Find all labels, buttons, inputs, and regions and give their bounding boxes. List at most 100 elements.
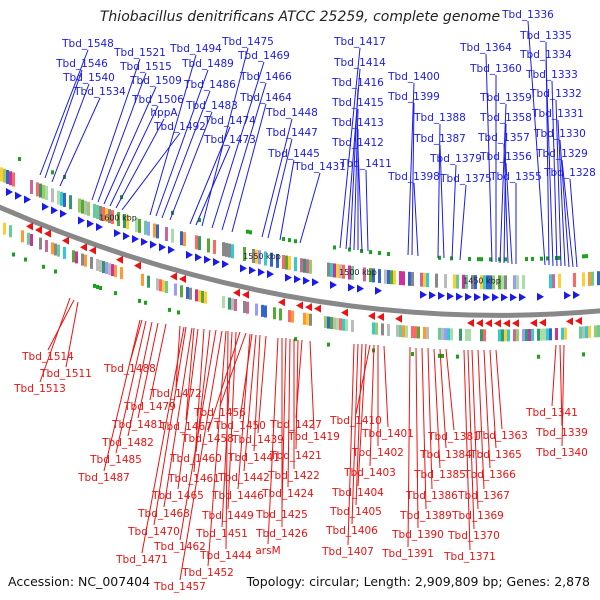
forward-gene-label: Tbd_1360 (469, 63, 522, 75)
gc-marker (537, 354, 540, 359)
forward-gene-arrow (303, 276, 310, 285)
reverse-gene-label: Tbd_1458 (181, 433, 234, 445)
reverse-category-block (375, 322, 378, 335)
reverse-gene-label: Tbd_1511 (39, 368, 92, 380)
reverse-gene-line (219, 332, 247, 407)
forward-gene-line (169, 111, 213, 221)
gc-marker (96, 284, 99, 289)
gc-marker (468, 256, 471, 261)
reverse-category-block (57, 244, 60, 257)
forward-gene-line (261, 118, 293, 238)
forward-gene-label: Tbd_1332 (529, 88, 582, 100)
gc-marker (477, 257, 480, 262)
forward-category-block (363, 267, 366, 282)
forward-category-block (108, 209, 111, 224)
forward-gene-label: Tbd_1400 (387, 71, 440, 83)
forward-category-block (474, 275, 477, 290)
reverse-gene-line (433, 348, 441, 469)
forward-gene-arrow (294, 275, 301, 284)
forward-category-block (387, 269, 390, 284)
reverse-category-block (30, 233, 33, 246)
reverse-gene-arrow (305, 303, 312, 312)
forward-gene-label: Tbd_1412 (331, 137, 384, 149)
forward-category-block (408, 271, 411, 286)
reverse-gene-line (427, 347, 433, 490)
gc-marker (582, 352, 585, 357)
forward-gene-line (411, 102, 415, 256)
gc-marker (24, 257, 27, 262)
reverse-gene-line (225, 330, 229, 550)
forward-gene-line (559, 139, 570, 268)
reverse-gene-label: Tbd_1461 (167, 473, 220, 485)
forward-category-block (12, 172, 15, 187)
forward-category-block (309, 259, 312, 274)
forward-gene-line (103, 86, 157, 205)
reverse-gene-arrow (80, 243, 87, 252)
reverse-gene-label: Tbd_1471 (115, 554, 168, 566)
forward-gene-arrow (87, 219, 94, 228)
reverse-gene-label: Tbd_1366 (463, 469, 516, 481)
forward-gene-arrow (420, 290, 427, 299)
reverse-category-block (39, 237, 42, 250)
gc-marker (369, 250, 372, 255)
reverse-category-block (243, 301, 246, 314)
forward-gene-line (267, 138, 293, 239)
forward-category-block (426, 273, 429, 288)
reverse-gene-arrow (26, 222, 33, 231)
forward-category-block (42, 184, 45, 199)
forward-category-block (213, 239, 216, 254)
forward-category-block (156, 224, 159, 239)
forward-gene-line (39, 49, 89, 176)
reverse-gene-arrow (179, 275, 186, 284)
reverse-category-block (327, 316, 330, 329)
reverse-category-block (111, 264, 114, 277)
reverse-category-block (501, 329, 504, 342)
forward-gene-label: Tbd_1388 (413, 112, 466, 124)
forward-gene-line (503, 143, 509, 264)
reverse-category-block (201, 290, 204, 303)
reverse-gene-label: Tbd_1424 (261, 488, 314, 500)
gc-marker (378, 251, 381, 256)
forward-category-block (513, 275, 516, 290)
gc-marker (42, 264, 45, 269)
forward-gene-label: Tbd_1447 (265, 127, 318, 139)
forward-category-block (573, 272, 576, 287)
reverse-category-block (426, 327, 429, 340)
reverse-category-block (261, 304, 264, 317)
gc-marker (288, 238, 291, 243)
forward-gene-arrow (267, 270, 274, 279)
gc-marker (249, 230, 252, 235)
forward-gene-label: Tbd_1329 (535, 148, 588, 160)
forward-gene-line (569, 178, 578, 268)
reverse-category-block (564, 327, 567, 340)
reverse-gene-line (489, 349, 497, 449)
reverse-category-block (468, 328, 471, 341)
forward-gene-arrow (258, 268, 265, 277)
gc-marker (93, 283, 96, 288)
forward-gene-line (221, 82, 267, 231)
forward-gene-arrow (6, 187, 13, 196)
forward-gene-label: Tbd_1330 (533, 128, 586, 140)
forward-gene-label: Tbd_1548 (61, 38, 114, 50)
forward-gene-line (149, 54, 197, 216)
gc-marker (411, 352, 414, 357)
reverse-category-block (561, 327, 564, 340)
forward-gene-arrow (159, 243, 166, 252)
forward-category-block (153, 223, 156, 238)
reverse-gene-label: Tbd_1456 (193, 407, 246, 419)
reverse-category-block (264, 305, 267, 318)
reverse-category-block (549, 328, 552, 341)
gc-marker (531, 256, 534, 261)
reverse-gene-line (65, 301, 79, 368)
forward-gene-arrow (465, 292, 472, 301)
forward-gene-label: Tbd_1357 (477, 132, 530, 144)
forward-category-block (9, 171, 12, 186)
forward-gene-arrow (438, 291, 445, 300)
reverse-category-block (288, 310, 291, 323)
forward-gene-line (551, 80, 558, 267)
gc-marker (348, 247, 351, 252)
forward-gene-arrow (429, 291, 436, 300)
reverse-category-block (45, 239, 48, 252)
gc-marker (504, 257, 507, 262)
forward-category-block (378, 269, 381, 284)
